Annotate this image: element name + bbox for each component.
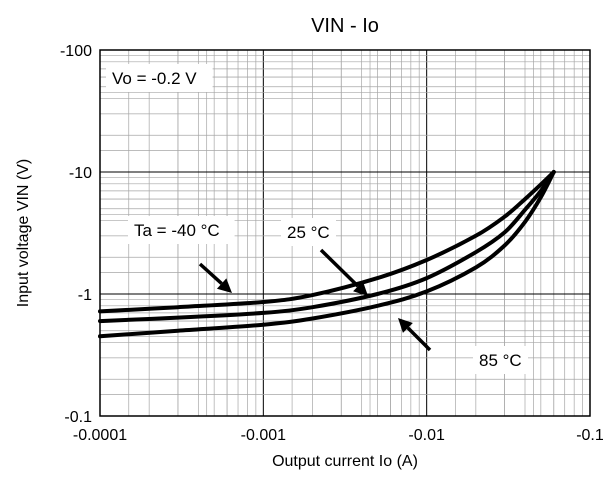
label-25c-bg xyxy=(281,218,336,246)
x-tick-label: -0.01 xyxy=(408,427,445,444)
tick-labels: -0.0001 -0.001 -0.01 -0.1 -0.1 -1 -10 -100 xyxy=(60,43,604,444)
plot-frame xyxy=(99,49,591,417)
y-tick-label: -100 xyxy=(60,43,92,60)
arrow-25c-head xyxy=(353,281,368,296)
annotations: Vo = -0.2 V Ta = -40 °C 25 °C 85 °C xyxy=(106,64,528,374)
x-tick-label: -0.0001 xyxy=(73,427,127,444)
y-tick-label: -0.1 xyxy=(64,409,92,426)
series-curves xyxy=(98,170,556,339)
x-tick-label: -0.1 xyxy=(576,427,604,444)
x-axis-label: Output current Io (A) xyxy=(272,453,418,470)
y-axis-label: Input voltage VIN (V) xyxy=(15,159,32,308)
label-ta-minus40: Ta = -40 °C xyxy=(134,221,220,240)
label-ta-minus40-bg xyxy=(128,216,235,244)
label-85c: 85 °C xyxy=(479,351,522,370)
arrow-85c-shaft xyxy=(406,326,432,352)
x-tick-label: -0.001 xyxy=(241,427,286,444)
series-line-2 xyxy=(98,170,556,339)
grid xyxy=(100,50,590,416)
arrow-ta-minus40-head xyxy=(216,278,232,293)
series-line-1 xyxy=(98,170,556,324)
y-tick-label: -1 xyxy=(78,287,92,304)
arrow-85c-head xyxy=(398,318,413,333)
chart-title: VIN - Io xyxy=(311,15,379,37)
condition-label-bg xyxy=(106,64,213,92)
label-25c: 25 °C xyxy=(287,223,330,242)
arrow-ta-minus40-shaft xyxy=(198,262,223,285)
arrow-25c-shaft xyxy=(319,248,360,288)
series-line-0 xyxy=(98,170,556,314)
condition-label: Vo = -0.2 V xyxy=(112,69,197,88)
y-tick-label: -10 xyxy=(69,165,92,182)
label-85c-bg xyxy=(473,346,528,374)
